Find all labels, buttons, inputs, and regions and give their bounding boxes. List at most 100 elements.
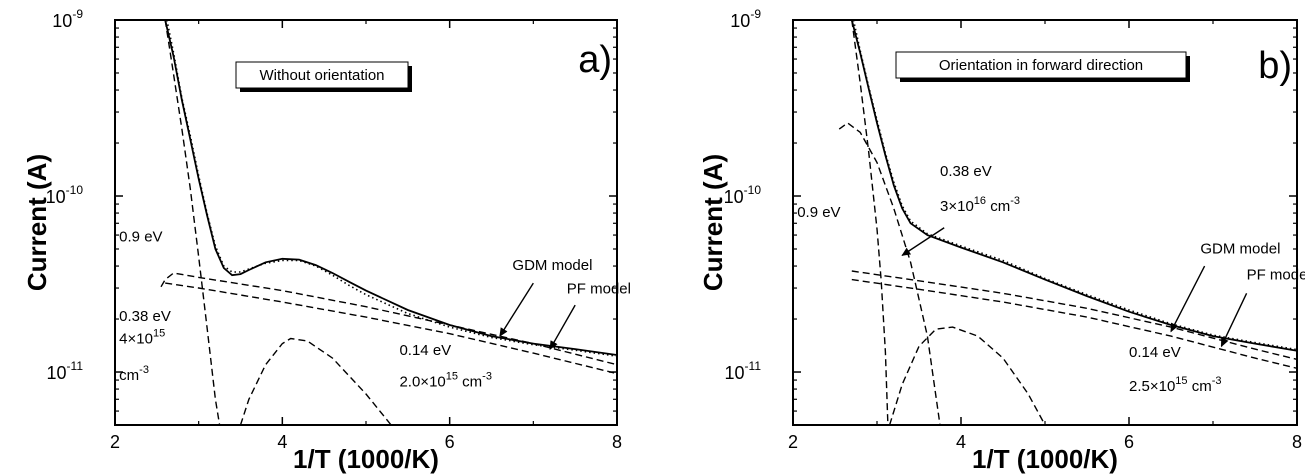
annotation-arrow [549, 304, 576, 350]
series-dashed-curve [239, 337, 392, 425]
panel-label: b) [1258, 45, 1292, 87]
annotation-label: 0.9 eV [119, 229, 162, 246]
annotation-label: 0.9 eV [797, 204, 840, 221]
y-tick-exponent: -10 [66, 183, 84, 197]
series-dashed-curve [888, 326, 1046, 425]
annotation-label: 2.5×1015 cm-3 [1129, 375, 1222, 395]
annotation-text: 0.9 eV [119, 229, 162, 246]
annotation-label: 4×1015 [119, 328, 165, 348]
y-tick-base: 10 [724, 187, 744, 207]
annotation-text: 2.5×10 [1129, 378, 1175, 395]
series-dashed-curve [838, 122, 941, 425]
annotation-superscript: 15 [446, 370, 458, 382]
y-tick-exponent: -9 [72, 7, 83, 21]
annotation-text-after: cm [1188, 378, 1212, 395]
annotation-text: GDM model [1200, 241, 1280, 258]
annotation-label: PF model [1247, 267, 1305, 284]
annotation-label: GDM model [512, 257, 592, 274]
annotation-text: 2.0×10 [399, 373, 445, 390]
annotation-label: GDM model [1200, 241, 1280, 258]
y-tick-label: 10-10 [46, 183, 84, 207]
annotation-text: 0.14 eV [1129, 344, 1181, 361]
annotation-superscript: -3 [1010, 195, 1020, 207]
annotation-text-after: cm [458, 373, 482, 390]
annotation-text: 0.38 eV [119, 308, 171, 325]
annotation-arrow [1220, 293, 1248, 348]
y-tick-base: 10 [52, 11, 72, 31]
x-tick-label: 4 [277, 432, 287, 452]
annotation-text: 4×10 [119, 331, 153, 348]
x-axis-ticks: 2 4 6 8 [788, 20, 1302, 452]
annotation-label: 3×1016 cm-3 [940, 195, 1020, 215]
y-tick-label: 10-9 [52, 7, 83, 31]
annotation-superscript: 15 [1175, 375, 1187, 387]
annotation-text: GDM model [512, 257, 592, 274]
y-tick-label: 10-9 [730, 7, 761, 31]
y-axis-title: Current (A) [22, 154, 52, 291]
label-box-text: Orientation in forward direction [939, 57, 1143, 74]
x-tick-label: 4 [956, 432, 966, 452]
x-tick-label: 2 [110, 432, 120, 452]
annotation-text: 0.9 eV [797, 204, 840, 221]
label-box [235, 61, 409, 89]
annotation-superscript: -3 [139, 364, 149, 376]
series-dashed-curve [851, 278, 1297, 369]
annotation-text-after: cm [986, 198, 1010, 215]
y-tick-base: 10 [46, 187, 66, 207]
annotation-superscript: -3 [482, 370, 492, 382]
annotation-text: 3×10 [940, 198, 974, 215]
y-tick-base: 10 [47, 363, 67, 383]
series-dotted-curve [166, 20, 617, 357]
annotation-label: 2.0×1015 cm-3 [399, 370, 492, 390]
series-dashed-curve [165, 282, 617, 375]
x-axis-title: 1/T (1000/K) [972, 444, 1118, 474]
y-axis-title: Current (A) [698, 154, 728, 291]
y-tick-base: 10 [725, 363, 745, 383]
annotation-label: 0.38 eV [940, 163, 992, 180]
label-box-text: Without orientation [259, 67, 384, 84]
series-group [160, 20, 617, 425]
annotation-text: PF model [567, 280, 631, 297]
annotation-text: PF model [1247, 267, 1305, 284]
label-box [895, 51, 1187, 79]
annotation-label: cm-3 [119, 364, 149, 384]
annotation-superscript: -3 [1212, 375, 1222, 387]
y-tick-exponent: -11 [745, 359, 762, 373]
annotation-superscript: 16 [974, 195, 986, 207]
x-tick-label: 8 [1292, 432, 1302, 452]
panel-label: a) [578, 39, 612, 81]
annotation-superscript: 15 [153, 328, 165, 340]
series-dotted-curve [852, 20, 1297, 351]
annotation-arrow [499, 282, 534, 337]
y-tick-exponent: -11 [67, 359, 84, 373]
annotation-label: 0.14 eV [1129, 344, 1181, 361]
x-tick-label: 6 [445, 432, 455, 452]
annotation-label: 0.38 eV [119, 308, 171, 325]
series-dashed-curve [851, 20, 889, 425]
y-tick-exponent: -9 [750, 7, 761, 21]
annotation-text: 0.14 eV [399, 342, 451, 359]
y-tick-label: 10-11 [725, 359, 762, 383]
annotation-label: PF model [567, 280, 631, 297]
x-axis-title: 1/T (1000/K) [293, 444, 439, 474]
series-dashed-curve [160, 272, 617, 366]
y-tick-label: 10-11 [47, 359, 84, 383]
annotation-label: 0.14 eV [399, 342, 451, 359]
x-tick-label: 2 [788, 432, 798, 452]
x-axis-ticks: 2 4 6 8 [110, 20, 622, 452]
x-tick-label: 8 [612, 432, 622, 452]
y-tick-base: 10 [730, 11, 750, 31]
annotation-arrow [901, 227, 945, 256]
series-solid-curve [164, 20, 617, 356]
annotation-arrow [1170, 265, 1206, 333]
y-tick-label: 10-10 [724, 183, 762, 207]
y-tick-exponent: -10 [744, 183, 762, 197]
series-dashed-curve [164, 20, 221, 425]
annotation-text: cm [119, 367, 139, 384]
annotation-text: 0.38 eV [940, 163, 992, 180]
